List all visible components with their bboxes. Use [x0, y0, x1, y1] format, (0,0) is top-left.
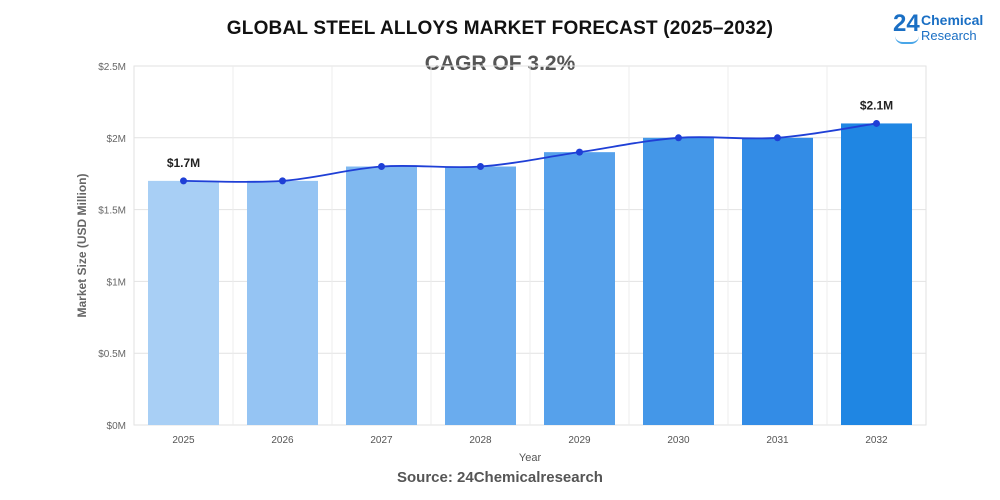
x-tick-label: 2028 [469, 435, 492, 446]
x-tick-label: 2025 [172, 435, 195, 446]
trend-point [873, 119, 880, 127]
data-label: $2.1M [860, 98, 893, 112]
company-logo: 24 Chemical Research [893, 10, 993, 44]
bar [544, 152, 615, 425]
trend-point [279, 177, 286, 185]
logo-swirl-icon [895, 36, 919, 44]
x-tick-label: 2026 [271, 435, 294, 446]
x-tick-label: 2030 [667, 435, 690, 446]
source-note: Source: 24Chemicalresearch [397, 469, 603, 486]
trend-line [183, 122, 877, 183]
y-tick-label: $2.5M [98, 62, 126, 73]
trend-point [675, 134, 682, 142]
x-tick-label: 2027 [370, 435, 393, 446]
y-tick-label: $2M [107, 134, 126, 145]
cagr-subtitle: CAGR OF 3.2% [424, 52, 576, 75]
x-tick-label: 2032 [865, 435, 888, 446]
logo-number: 24 [893, 10, 920, 37]
y-tick-label: $1M [107, 277, 126, 288]
bar [742, 137, 813, 426]
trend-point [774, 134, 781, 142]
bar [445, 166, 516, 425]
bar [346, 166, 417, 425]
logo-line-2: Research [921, 28, 977, 43]
x-axis-title: Year [519, 452, 542, 464]
x-tick-label: 2029 [568, 435, 591, 446]
trend-point [180, 177, 187, 185]
y-axis-title: Market Size (USD Million) [75, 173, 89, 317]
chart-title: GLOBAL STEEL ALLOYS MARKET FORECAST (202… [226, 18, 774, 39]
bar [247, 180, 318, 425]
data-label: $1.7M [167, 156, 200, 170]
trend-point [378, 163, 385, 171]
bar [841, 123, 912, 425]
x-tick-label: 2031 [766, 435, 789, 446]
y-tick-label: $0M [107, 421, 126, 432]
logo-line-1: Chemical [921, 12, 984, 28]
trend-point [477, 163, 484, 171]
y-tick-label: $0.5M [98, 349, 126, 360]
y-tick-label: $1.5M [98, 206, 126, 217]
bar [148, 180, 219, 425]
trend-point [576, 148, 583, 156]
bar [643, 137, 714, 426]
